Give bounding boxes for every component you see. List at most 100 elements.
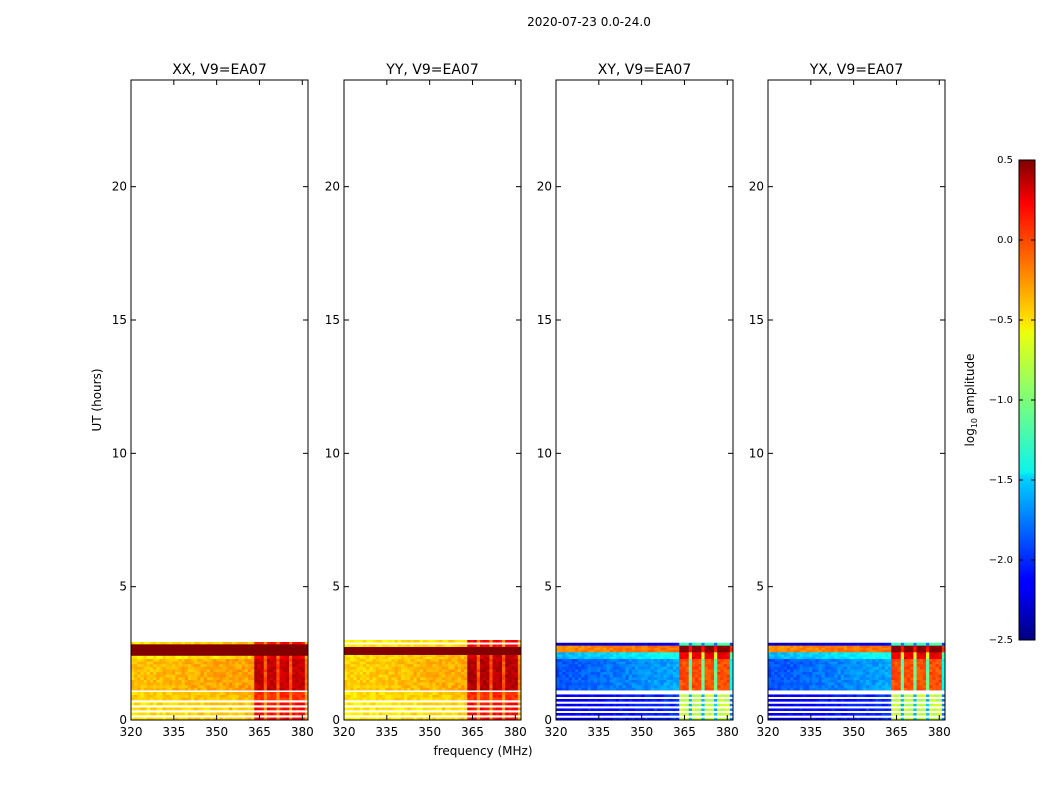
- heatmap-cell: [828, 717, 832, 721]
- heatmap-cell: [372, 717, 377, 721]
- heatmap-cell: [137, 684, 141, 688]
- heatmap-cell: [153, 669, 157, 673]
- heatmap-cell: [768, 710, 945, 713]
- heatmap-cell: [900, 677, 905, 680]
- heatmap-cell: [423, 694, 427, 698]
- heatmap-cell: [786, 684, 791, 688]
- heatmap-cell: [257, 684, 261, 688]
- heatmap-cell: [796, 708, 801, 711]
- heatmap-cell: [812, 682, 816, 686]
- x-tick-label: 350: [630, 725, 653, 739]
- heatmap-cell: [184, 707, 189, 711]
- heatmap-cell: [508, 644, 512, 647]
- heatmap-cell: [251, 684, 255, 688]
- heatmap-cell: [432, 652, 437, 655]
- heatmap-cell: [707, 679, 712, 683]
- heatmap-cell: [489, 666, 493, 670]
- heatmap-cell: [187, 655, 192, 659]
- heatmap-cell: [156, 677, 160, 680]
- heatmap-cell: [600, 642, 604, 646]
- heatmap-cell: [486, 712, 490, 716]
- heatmap-cell: [200, 702, 205, 706]
- heatmap-cell: [362, 661, 367, 665]
- heatmap-cell: [191, 655, 195, 659]
- heatmap-cell: [238, 677, 243, 680]
- heatmap-cell: [347, 640, 351, 643]
- heatmap-cell: [473, 684, 478, 688]
- heatmap-cell: [441, 652, 446, 655]
- heatmap-cell: [213, 674, 217, 678]
- heatmap-cell: [593, 669, 598, 673]
- heatmap-cell: [206, 655, 211, 659]
- heatmap-cell: [619, 666, 623, 670]
- heatmap-cell: [913, 708, 917, 711]
- heatmap-cell: [578, 677, 582, 680]
- heatmap-cell: [162, 666, 167, 670]
- heatmap-cell: [777, 684, 782, 688]
- heatmap-cell: [574, 679, 579, 683]
- heatmap-cell: [698, 687, 702, 691]
- heatmap-cell: [606, 679, 611, 683]
- heatmap-cell: [168, 682, 173, 686]
- heatmap-cell: [282, 669, 287, 673]
- heatmap-cell: [581, 699, 585, 702]
- heatmap-cell: [938, 708, 943, 711]
- heatmap-cell: [416, 684, 421, 688]
- heatmap-cell: [359, 661, 364, 665]
- heatmap-cell: [486, 674, 490, 678]
- heatmap-cell: [726, 647, 731, 651]
- heatmap-cell: [191, 679, 195, 683]
- heatmap-cell: [235, 687, 239, 691]
- heatmap-cell: [498, 640, 503, 643]
- heatmap-cell: [134, 677, 138, 680]
- heatmap-cell: [429, 677, 433, 680]
- heatmap-cell: [404, 649, 408, 653]
- heatmap-cell: [714, 717, 718, 721]
- heatmap-cell: [457, 707, 462, 711]
- heatmap-cell: [562, 671, 566, 675]
- heatmap-cell: [143, 649, 148, 653]
- heatmap-cell: [479, 669, 484, 673]
- heatmap-cell: [266, 679, 271, 683]
- heatmap-cell: [187, 677, 192, 680]
- heatmap-cell: [260, 649, 265, 653]
- heatmap-cell: [809, 708, 813, 711]
- heatmap-cell: [200, 652, 205, 656]
- heatmap-cell: [647, 713, 652, 716]
- heatmap-cell: [578, 671, 582, 675]
- heatmap-cell: [653, 713, 658, 716]
- heatmap-cell: [815, 713, 819, 716]
- heatmap-cell: [698, 699, 702, 702]
- heatmap-cell: [625, 666, 630, 670]
- heatmap-cell: [276, 652, 280, 656]
- heatmap-cell: [574, 669, 579, 673]
- heatmap-cell: [413, 666, 418, 670]
- heatmap-cell: [137, 661, 141, 665]
- heatmap-cell: [232, 677, 236, 680]
- heatmap-cell: [666, 647, 671, 651]
- heatmap-cell: [619, 684, 623, 688]
- heatmap-cell: [562, 669, 566, 673]
- heatmap-cell: [900, 682, 905, 686]
- heatmap-cell: [404, 692, 408, 695]
- heatmap-cell: [289, 717, 293, 721]
- heatmap-cell: [688, 674, 693, 678]
- heatmap-cell: [270, 717, 274, 721]
- heatmap-cell: [266, 707, 271, 711]
- heatmap-cell: [134, 646, 138, 651]
- heatmap-cell: [559, 654, 563, 657]
- heatmap-cell: [222, 658, 227, 662]
- heatmap-cell: [809, 679, 813, 683]
- heatmap-cell: [219, 669, 224, 673]
- heatmap-cell: [260, 682, 265, 686]
- heatmap-cell: [213, 697, 217, 701]
- heatmap-cell: [590, 661, 595, 665]
- heatmap-cell: [276, 642, 280, 645]
- heatmap-cell: [460, 649, 465, 653]
- heatmap-cell: [375, 682, 380, 686]
- heatmap-cell: [149, 702, 154, 706]
- heatmap-cell: [410, 707, 414, 711]
- heatmap-cell: [704, 645, 709, 648]
- heatmap-cell: [435, 640, 440, 643]
- heatmap-cell: [498, 649, 503, 653]
